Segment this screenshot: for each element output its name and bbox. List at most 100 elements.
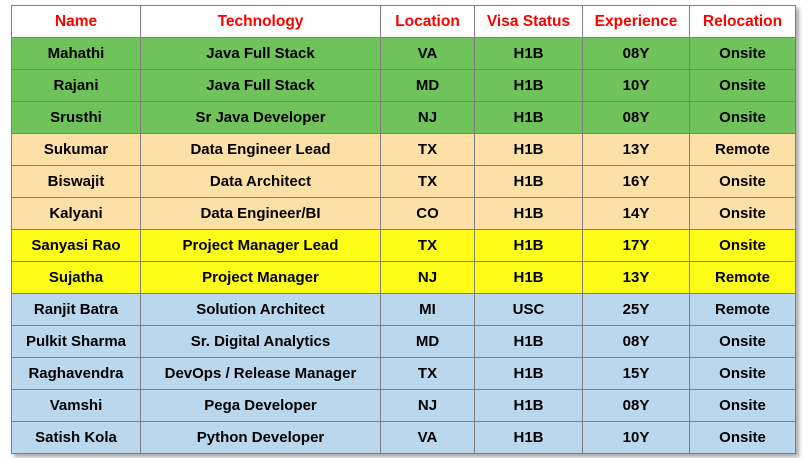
name-cell: Biswajit xyxy=(11,165,141,198)
relocation-cell: Onsite xyxy=(689,165,796,198)
relocation-cell: Remote xyxy=(689,261,796,294)
experience-cell: 08Y xyxy=(582,101,690,134)
experience-cell: 25Y xyxy=(582,293,690,326)
visa-status-cell: H1B xyxy=(474,133,583,166)
location-cell: NJ xyxy=(380,261,475,294)
location-cell: MI xyxy=(380,293,475,326)
location-cell: NJ xyxy=(380,101,475,134)
technology-cell: Java Full Stack xyxy=(140,37,381,70)
location-cell: MD xyxy=(380,69,475,102)
name-cell: Mahathi xyxy=(11,37,141,70)
table-row: Satish Kola Python Developer VA H1B 10Y Onsit… xyxy=(11,421,796,454)
header-technology: Technology xyxy=(140,5,381,38)
relocation-cell: Onsite xyxy=(689,101,796,134)
technology-cell: Sr. Digital Analytics xyxy=(140,325,381,358)
visa-status-cell: H1B xyxy=(474,101,583,134)
table-row: Srusthi Sr Java Developer NJ H1B 08Y Onsite xyxy=(11,101,796,134)
visa-status-cell: H1B xyxy=(474,165,583,198)
table-row: Rajani Java Full Stack MD H1B 10Y Onsite xyxy=(11,69,796,102)
location-cell: TX xyxy=(380,165,475,198)
table-row: Sanyasi Rao Project Manager Lead TX H1B 17Y O… xyxy=(11,229,796,262)
technology-cell: Sr Java Developer xyxy=(140,101,381,134)
table-row: Vamshi Pega Developer NJ H1B 08Y Onsite xyxy=(11,389,796,422)
experience-cell: 08Y xyxy=(582,37,690,70)
name-cell: Ranjit Batra xyxy=(11,293,141,326)
name-cell: Satish Kola xyxy=(11,421,141,454)
visa-status-cell: H1B xyxy=(474,229,583,262)
table-row: Biswajit Data Architect TX H1B 16Y Onsite xyxy=(11,165,796,198)
visa-status-cell: H1B xyxy=(474,357,583,390)
header-visa-status: Visa Status xyxy=(474,5,583,38)
name-cell: Raghavendra xyxy=(11,357,141,390)
table-row: Ranjit Batra Solution Architect MI USC 25Y Re… xyxy=(11,293,796,326)
header-experience: Experience xyxy=(582,5,690,38)
name-cell: Kalyani xyxy=(11,197,141,230)
technology-cell: Pega Developer xyxy=(140,389,381,422)
location-cell: TX xyxy=(380,357,475,390)
technology-cell: Python Developer xyxy=(140,421,381,454)
experience-cell: 13Y xyxy=(582,261,690,294)
location-cell: VA xyxy=(380,37,475,70)
name-cell: Vamshi xyxy=(11,389,141,422)
table-row: Kalyani Data Engineer/BI CO H1B 14Y Onsite xyxy=(11,197,796,230)
relocation-cell: Onsite xyxy=(689,197,796,230)
relocation-cell: Onsite xyxy=(689,389,796,422)
header-row: Name Technology Location Visa Status Exp… xyxy=(11,5,796,38)
table-body: Mahathi Java Full Stack VA H1B 08Y Onsite Raja… xyxy=(11,37,796,454)
visa-status-cell: H1B xyxy=(474,37,583,70)
technology-cell: Data Engineer/BI xyxy=(140,197,381,230)
name-cell: Sukumar xyxy=(11,133,141,166)
experience-cell: 17Y xyxy=(582,229,690,262)
technology-cell: Data Architect xyxy=(140,165,381,198)
visa-status-cell: H1B xyxy=(474,261,583,294)
technology-cell: Solution Architect xyxy=(140,293,381,326)
table-row: Sujatha Project Manager NJ H1B 13Y Remote xyxy=(11,261,796,294)
relocation-cell: Onsite xyxy=(689,229,796,262)
technology-cell: Project Manager xyxy=(140,261,381,294)
visa-status-cell: H1B xyxy=(474,69,583,102)
experience-cell: 13Y xyxy=(582,133,690,166)
table-row: Mahathi Java Full Stack VA H1B 08Y Onsite xyxy=(11,37,796,70)
name-cell: Rajani xyxy=(11,69,141,102)
visa-status-cell: H1B xyxy=(474,389,583,422)
visa-status-cell: H1B xyxy=(474,421,583,454)
relocation-cell: Onsite xyxy=(689,69,796,102)
experience-cell: 10Y xyxy=(582,69,690,102)
relocation-cell: Remote xyxy=(689,293,796,326)
technology-cell: Project Manager Lead xyxy=(140,229,381,262)
table-row: Sukumar Data Engineer Lead TX H1B 13Y Remote xyxy=(11,133,796,166)
name-cell: Sujatha xyxy=(11,261,141,294)
relocation-cell: Onsite xyxy=(689,325,796,358)
technology-cell: Data Engineer Lead xyxy=(140,133,381,166)
name-cell: Pulkit Sharma xyxy=(11,325,141,358)
relocation-cell: Onsite xyxy=(689,357,796,390)
table-row: Raghavendra DevOps / Release Manager TX H1B… xyxy=(11,357,796,390)
visa-status-cell: H1B xyxy=(474,325,583,358)
name-cell: Sanyasi Rao xyxy=(11,229,141,262)
location-cell: VA xyxy=(380,421,475,454)
location-cell: MD xyxy=(380,325,475,358)
experience-cell: 15Y xyxy=(582,357,690,390)
table-header: Name Technology Location Visa Status Exp… xyxy=(11,5,796,38)
table-row: Pulkit Sharma Sr. Digital Analytics MD H1B 0… xyxy=(11,325,796,358)
header-name: Name xyxy=(11,5,141,38)
name-cell: Srusthi xyxy=(11,101,141,134)
experience-cell: 16Y xyxy=(582,165,690,198)
experience-cell: 08Y xyxy=(582,389,690,422)
candidates-table: Name Technology Location Visa Status Exp… xyxy=(11,5,796,454)
relocation-cell: Onsite xyxy=(689,421,796,454)
experience-cell: 08Y xyxy=(582,325,690,358)
visa-status-cell: H1B xyxy=(474,197,583,230)
location-cell: TX xyxy=(380,229,475,262)
location-cell: TX xyxy=(380,133,475,166)
location-cell: CO xyxy=(380,197,475,230)
experience-cell: 10Y xyxy=(582,421,690,454)
relocation-cell: Onsite xyxy=(689,37,796,70)
header-location: Location xyxy=(380,5,475,38)
header-relocation: Relocation xyxy=(689,5,796,38)
location-cell: NJ xyxy=(380,389,475,422)
visa-status-cell: USC xyxy=(474,293,583,326)
technology-cell: DevOps / Release Manager xyxy=(140,357,381,390)
experience-cell: 14Y xyxy=(582,197,690,230)
relocation-cell: Remote xyxy=(689,133,796,166)
